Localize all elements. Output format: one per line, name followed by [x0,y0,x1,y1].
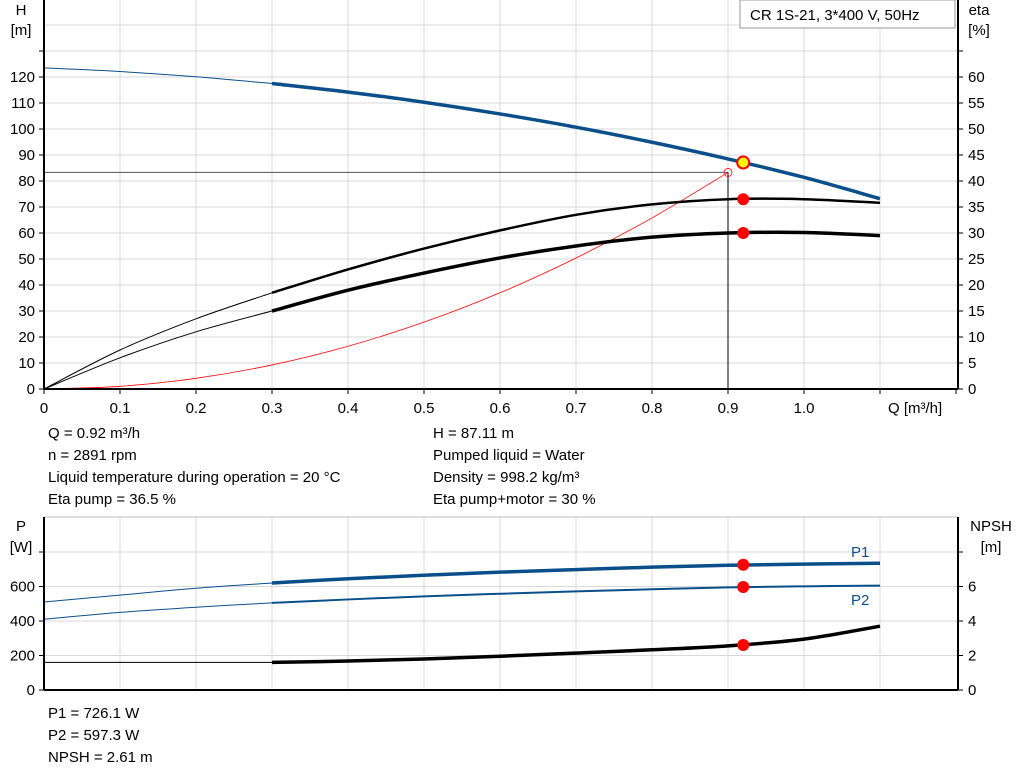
y-tick-label-h: 80 [18,173,35,190]
npsh-curve [271,624,881,665]
y-tick-label-npsh: 0 [968,682,976,699]
y-axis-label-npsh: NPSH [970,518,1012,535]
info-left: Q = 0.92 m³/h n = 2891 rpm Liquid temper… [48,423,340,511]
x-tick-label: 0.3 [262,400,283,417]
y-tick-label-h: 20 [18,329,35,346]
info-pumped-liquid: Pumped liquid = Water [433,447,585,464]
y-tick-label-h: 70 [18,199,35,216]
duty-point-head [736,155,751,170]
system-point-marker [723,168,733,177]
y-tick-label-eta: 40 [968,173,985,190]
system-curve [43,172,729,390]
x-tick-label: 1.0 [794,400,815,417]
curves [43,67,881,665]
info-npsh: NPSH = 2.61 m [48,749,153,766]
y-tick-label-p: 600 [10,579,35,596]
y-tick-label-eta: 0 [968,381,976,398]
y-axis-unit-h: [m] [11,22,32,39]
y-axis-label-p: P [16,518,26,535]
x-tick-label: 0 [40,400,48,417]
info-eta-pump-motor: Eta pump+motor = 30 % [433,491,596,508]
y-tick-label-eta: 50 [968,121,985,138]
y-axis-unit-p: [W] [10,539,33,556]
series-label-p1: P1 [851,544,869,561]
y-tick-label-p: 200 [10,648,35,665]
y-tick-label-eta: 20 [968,277,985,294]
x-tick-label: 0.1 [110,400,131,417]
tick-labels: 0 0.1 0.2 0.3 0.4 0.5 0.6 0.7 0.8 0.9 1.0010203040… [10,69,985,699]
info-head: H = 87.11 m [433,425,515,442]
series-label-p2: P2 [851,592,869,609]
eta-pump-extrapolated [43,292,273,390]
y-tick-label-p: 400 [10,613,35,630]
y-tick-label-npsh: 2 [968,648,976,665]
legend-title: CR 1S-21, 3*400 V, 50Hz [750,7,920,24]
y-axis-label-eta: eta [969,2,991,19]
x-tick-label: 0.2 [186,400,207,417]
p2-curve [271,584,881,604]
x-tick-label: 0.5 [414,400,435,417]
y-tick-label-eta: 60 [968,69,985,86]
x-tick-label: 0.7 [566,400,587,417]
y-tick-label-h: 0 [27,381,35,398]
p1-curve [271,561,881,585]
x-tick-label: 0.6 [490,400,511,417]
x-tick-label: 0.8 [642,400,663,417]
y-tick-label-h: 40 [18,277,35,294]
info-density: Density = 998.2 kg/m³ [433,469,580,486]
info-flow: Q = 0.92 m³/h [48,425,141,442]
x-tick-label: 0.4 [338,400,359,417]
p1-extrapolated [43,582,273,603]
y-tick-label-eta: 15 [968,303,985,320]
y-tick-label-h: 90 [18,147,35,164]
y-tick-label-h: 30 [18,303,35,320]
x-axis-label: Q [m³/h] [888,400,942,417]
p2-extrapolated [43,602,273,620]
y-tick-label-eta: 25 [968,251,985,268]
info-p2: P2 = 597.3 W [48,727,140,744]
bottom-grid [44,516,958,690]
info-bottom: P1 = 726.1 W P2 = 597.3 W NPSH = 2.61 m [48,703,153,769]
top-grid [44,0,958,389]
y-tick-label-h: 110 [11,95,35,112]
y-tick-label-h: 10 [18,355,35,372]
eta-pump-motor-extrapolated [43,310,273,390]
y-tick-label-npsh: 4 [968,613,976,630]
y-axis-label-h: H [16,2,27,19]
y-tick-label-p: 0 [27,682,35,699]
eta-pump-motor-curve [271,230,881,313]
duty-point-p2 [737,580,750,593]
legend-box [739,0,956,29]
info-speed: n = 2891 rpm [48,447,137,464]
y-tick-label-h: 100 [10,121,35,138]
info-p1: P1 = 726.1 W [48,705,140,722]
axes [39,0,963,691]
head-curve [271,81,881,201]
eta-pump-curve [271,197,881,294]
duty-point-eta-pump-motor [737,227,750,239]
y-tick-label-eta: 30 [968,225,985,242]
head-extrapolated [43,67,273,84]
y-axis-unit-eta: [%] [968,22,990,39]
y-tick-label-eta: 10 [968,329,985,346]
y-tick-label-h: 50 [18,251,35,268]
info-eta-pump: Eta pump = 36.5 % [48,491,176,508]
y-tick-label-eta: 55 [968,95,985,112]
y-tick-label-eta: 35 [968,199,985,216]
info-right: H = 87.11 m Pumped liquid = Water Densit… [433,423,596,511]
duty-point-eta-pump [737,193,750,206]
y-tick-label-eta: 45 [968,147,985,164]
y-tick-label-eta: 5 [968,355,976,372]
y-axis-unit-npsh: [m] [981,539,1002,556]
y-tick-label-h: 60 [18,225,35,242]
x-tick-label: 0.9 [718,400,739,417]
duty-point-npsh [737,638,750,651]
duty-point-p1 [737,558,750,571]
info-liquid-temp: Liquid temperature during operation = 20… [48,469,341,486]
y-tick-label-h: 120 [10,69,35,86]
y-tick-label-npsh: 6 [968,579,976,596]
